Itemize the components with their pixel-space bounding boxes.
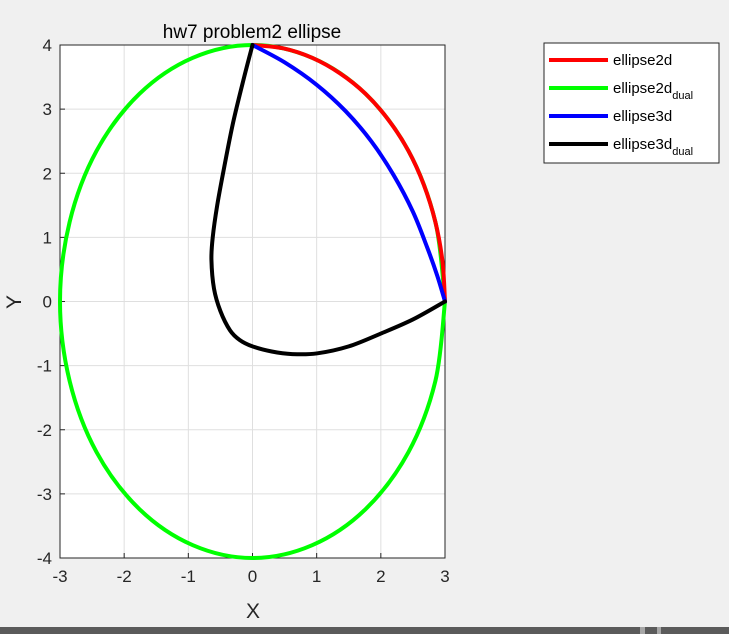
legend-label-0: ellipse2d [613,52,672,69]
x-tick-label: 1 [312,567,321,586]
scrollbar-end[interactable] [661,627,729,634]
chart-title: hw7 problem2 ellipse [163,22,342,43]
x-tick-label: 3 [440,567,449,586]
x-tick-label: 0 [248,567,257,586]
y-axis-label: Y [3,295,26,309]
series-line-3 [209,43,447,357]
y-tick-label: 3 [43,100,52,119]
legend-label-2: ellipse3d [613,108,672,125]
bottom-bar [0,627,729,634]
y-tick-label: -1 [37,357,52,376]
y-tick-label: -4 [37,549,52,568]
x-axis-label: X [246,600,260,623]
legend-name-2: ellipse3d [613,108,672,125]
legend-label-1: ellipse2ddual [613,80,693,102]
series-line-0 [250,43,447,304]
y-tick-label: 2 [43,164,52,183]
legend[interactable]: ellipse2dellipse2ddualellipse3dellipse3d… [543,42,720,164]
legend-label-3: ellipse3ddual [613,136,693,158]
scrollbar-track[interactable] [0,627,640,634]
legend-name-0: ellipse2d [613,52,672,69]
x-tick-label: 2 [376,567,385,586]
legend-subscript-3: dual [672,146,693,158]
legend-name-1: ellipse2d [613,80,672,97]
series-group [58,43,447,560]
y-tick-label: 0 [43,293,52,312]
y-tick-label: 1 [43,228,52,247]
scrollbar-thumb[interactable] [645,627,657,634]
y-tick-label: -2 [37,421,52,440]
y-tick-label: 4 [43,36,52,55]
legend-subscript-1: dual [672,90,693,102]
series-line-2 [250,43,447,304]
x-tick-label: -1 [181,567,196,586]
x-tick-label: -3 [52,567,67,586]
y-tick-label: -3 [37,485,52,504]
x-tick-label: -2 [117,567,132,586]
legend-name-3: ellipse3d [613,136,672,153]
